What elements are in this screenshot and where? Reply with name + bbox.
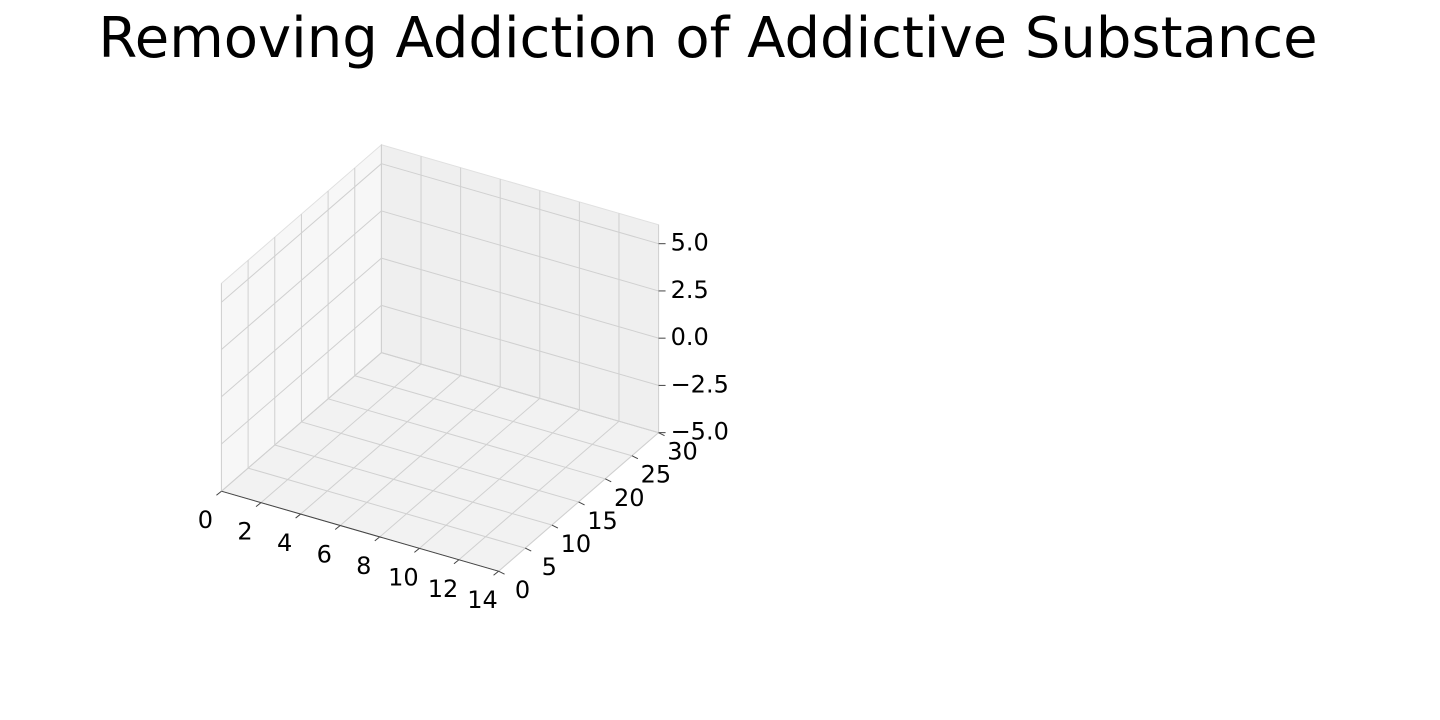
x-tick-label: 0	[198, 506, 213, 534]
grid-line	[381, 257, 659, 339]
x-tick-label: 14	[467, 586, 498, 614]
figure-title: Removing Addiction of Addictive Substanc…	[98, 6, 1317, 71]
tick-mark	[578, 501, 585, 506]
grid-line	[381, 163, 659, 245]
z-tick-label: 0.0	[671, 323, 709, 351]
x-axis	[221, 490, 499, 572]
y-tick-label: 20	[614, 484, 645, 512]
z-tick-label: 2.5	[671, 276, 709, 304]
z-tick-label: −5.0	[671, 418, 729, 446]
tick-mark	[605, 478, 612, 483]
grid-line	[274, 444, 553, 526]
tick-mark	[374, 536, 381, 542]
y-tick-label: 5	[542, 553, 557, 581]
grid-line	[247, 467, 526, 549]
y-tick-label: 0	[515, 576, 530, 604]
grid-line	[381, 352, 659, 434]
x-tick-label: 4	[277, 529, 292, 557]
tick-mark	[334, 525, 341, 530]
x-tick-label: 12	[428, 575, 459, 603]
z-tick-label: 5.0	[671, 229, 709, 257]
grid-line	[354, 375, 633, 457]
tick-mark	[295, 513, 301, 519]
grid-line	[221, 163, 382, 303]
grid-line	[221, 305, 382, 445]
x-tick-label: 8	[356, 552, 371, 580]
tick-mark	[216, 490, 222, 496]
tick-mark	[631, 455, 639, 460]
tick-mark	[255, 502, 262, 508]
tick-mark	[498, 570, 505, 575]
tick-mark	[414, 547, 420, 553]
grid-line	[381, 304, 659, 386]
grid-line	[221, 257, 382, 398]
grid-line	[221, 210, 382, 350]
grid-line	[381, 210, 659, 292]
z-tick-label: −2.5	[671, 370, 729, 398]
y-tick-label: 15	[587, 507, 618, 535]
tick-mark	[551, 524, 559, 529]
y-tick-label: 30	[667, 438, 698, 466]
y-tick-label: 10	[561, 530, 592, 558]
x-tick-label: 10	[388, 563, 419, 591]
x-tick-label: 2	[237, 518, 252, 546]
x-tick-label: 6	[317, 540, 332, 568]
grid-line	[301, 421, 579, 503]
tick-mark	[525, 547, 532, 552]
tick-mark	[453, 559, 460, 565]
tick-mark	[493, 570, 499, 576]
y-tick-label: 25	[641, 461, 672, 489]
grid-line	[327, 398, 606, 480]
grid-line	[221, 352, 382, 492]
